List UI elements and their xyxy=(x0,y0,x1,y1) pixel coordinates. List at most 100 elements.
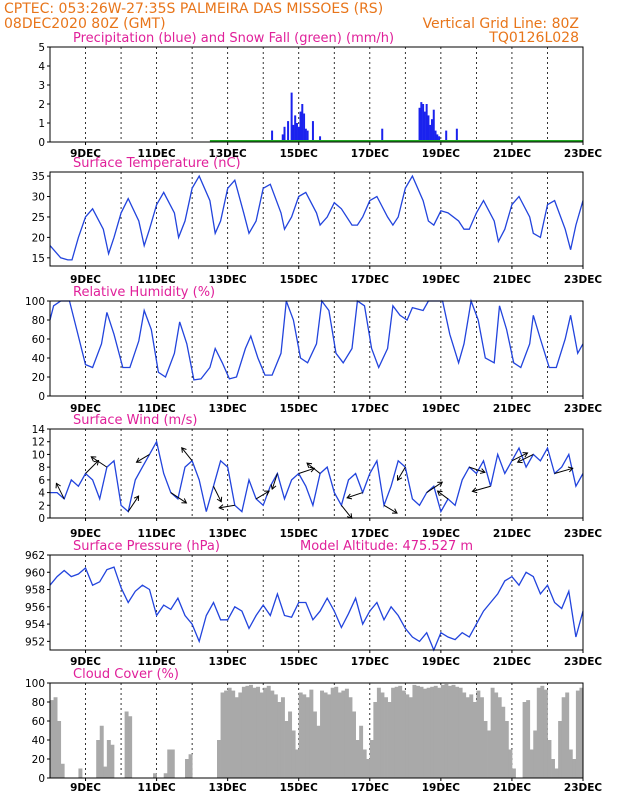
model-altitude-label: Model Altitude: 475.527 m xyxy=(300,539,473,554)
cloud-cover-bar xyxy=(387,702,392,778)
precipitation-bar xyxy=(430,119,433,142)
cloud-cover-bar xyxy=(302,694,307,778)
precipitation-bar xyxy=(271,130,274,142)
y-tick-label: 0 xyxy=(38,137,45,149)
y-tick-label: 952 xyxy=(25,636,45,648)
pressure-title: Surface Pressure (hPa) xyxy=(73,539,220,554)
cloud-cover-bar xyxy=(540,685,545,778)
cloud-cover-bar xyxy=(256,686,261,778)
cloud-cover-bar xyxy=(252,687,257,778)
temp-line xyxy=(49,174,584,261)
y-tick-label: 100 xyxy=(25,296,45,308)
precipitation-bar xyxy=(294,115,297,142)
y-tick-label: 30 xyxy=(32,192,45,204)
wind-arrow xyxy=(136,453,150,463)
wind-arrow xyxy=(469,466,486,473)
x-tick-label: 17DEC xyxy=(351,782,390,794)
x-tick-label: 9DEC xyxy=(70,656,101,668)
wind-arrow xyxy=(213,485,222,503)
wind-arrow-head xyxy=(181,447,187,453)
x-tick-label: 11DEC xyxy=(137,528,176,540)
cloud-cover-bar xyxy=(238,692,243,778)
cloud-cover-bar xyxy=(153,773,157,778)
cloud-cover-bar xyxy=(487,730,492,778)
cloud-title: Cloud Cover (%) xyxy=(73,667,179,682)
humidity-line xyxy=(49,298,584,381)
wind-arrow xyxy=(219,504,235,509)
cloud-cover-bar xyxy=(280,697,285,778)
precipitation-bar xyxy=(438,136,441,142)
y-tick-label: 40 xyxy=(32,735,45,747)
precip-title: Precipitation (blue) and Snow Fall (gree… xyxy=(73,31,394,46)
wind-arrow-head xyxy=(471,487,478,494)
wind-arrow-head xyxy=(306,462,313,468)
cloud-cover-bar xyxy=(547,740,552,778)
wind-arrow-head xyxy=(522,452,529,458)
pressure-panel: 952 954 956 958 960 962 9DEC 11DEC 13DEC 15DEC 17D… xyxy=(25,539,602,668)
cloud-cover-bar xyxy=(337,692,342,778)
y-tick-label: 60 xyxy=(32,716,45,728)
cloud-cover-bar xyxy=(266,685,271,778)
precipitation-bar xyxy=(445,130,448,142)
wind-arrow xyxy=(181,447,193,462)
temp-panel: 15 20 25 30 35 9DEC 11DEC 13DEC 15DEC 17DEC 19DEC 2… xyxy=(32,156,603,286)
temp-frame xyxy=(49,171,584,267)
cloud-cover-bar xyxy=(234,697,239,778)
cloud-cover-bar xyxy=(220,692,225,778)
x-tick-label: 11DEC xyxy=(137,148,176,160)
x-tick-label: 13DEC xyxy=(209,403,248,415)
precipitation-bar xyxy=(420,102,423,142)
y-tick-label: 0 xyxy=(38,391,45,403)
x-tick-label: 19DEC xyxy=(422,528,461,540)
cloud-cover-bar xyxy=(163,773,168,778)
wind-arrow-head xyxy=(437,481,444,487)
cloud-cover-bar xyxy=(401,690,406,778)
wind-arrow xyxy=(426,481,443,493)
wind-arrow xyxy=(511,452,528,462)
wind-arrow xyxy=(85,460,99,474)
wind-arrow-head xyxy=(181,498,188,504)
wind-arrow-head xyxy=(216,496,223,503)
x-tick-label: 17DEC xyxy=(351,528,390,540)
cloud-cover-bar xyxy=(458,687,463,778)
cloud-cover-bar xyxy=(444,683,449,778)
wind-arrow-head xyxy=(135,457,142,463)
cloud-cover-bar xyxy=(352,711,356,778)
wind-arrow-head xyxy=(392,508,398,514)
cloud-cover-bar xyxy=(423,688,428,778)
precipitation-bar xyxy=(304,128,307,142)
cloud-cover-bar xyxy=(312,711,317,778)
cloud-cover-bar xyxy=(316,725,321,778)
cloud-cover-bar xyxy=(376,687,381,778)
humidity-title: Relative Humidity (%) xyxy=(73,285,215,300)
cloud-cover-bar xyxy=(490,687,495,778)
x-tick-label: 15DEC xyxy=(280,782,319,794)
cloud-cover-bar xyxy=(288,711,293,778)
cloud-cover-bar xyxy=(348,697,353,778)
cloud-cover-bar xyxy=(447,685,452,778)
wind-arrow xyxy=(255,490,270,500)
precipitation-bar xyxy=(423,111,426,142)
x-tick-label: 21DEC xyxy=(493,656,532,668)
cloud-cover-bar xyxy=(405,694,410,778)
cloud-cover-bar xyxy=(245,685,250,778)
x-tick-label: 21DEC xyxy=(493,528,532,540)
precipitation-bar xyxy=(303,113,306,142)
cloud-cover-bar xyxy=(57,721,62,778)
cloud-cover-bar xyxy=(50,700,54,778)
x-tick-label: 17DEC xyxy=(351,656,390,668)
cloud-cover-bar xyxy=(497,697,502,778)
cloud-cover-bar xyxy=(554,768,559,778)
x-tick-label: 15DEC xyxy=(280,274,319,286)
cloud-cover-bar xyxy=(373,702,378,778)
cloud-cover-bar xyxy=(433,685,438,778)
cloud-cover-bar xyxy=(384,697,388,778)
cloud-cover-bar xyxy=(412,684,417,778)
y-tick-label: 4 xyxy=(38,61,45,73)
cloud-cover-bar xyxy=(398,685,403,778)
cloud-cover-bar xyxy=(167,749,172,778)
cloud-cover-bar xyxy=(579,687,584,778)
wind-arrow-head xyxy=(436,490,443,496)
cloud-cover-bar xyxy=(217,740,221,778)
